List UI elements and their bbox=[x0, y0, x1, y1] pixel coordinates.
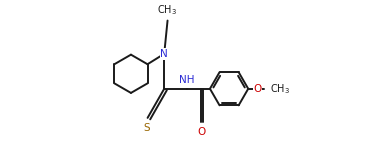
Text: NH: NH bbox=[179, 75, 194, 85]
Text: S: S bbox=[143, 123, 149, 133]
Text: CH$_3$: CH$_3$ bbox=[270, 82, 290, 96]
Text: O: O bbox=[253, 84, 261, 94]
Text: CH$_3$: CH$_3$ bbox=[157, 3, 177, 17]
Text: O: O bbox=[198, 127, 206, 137]
Text: N: N bbox=[160, 49, 168, 59]
